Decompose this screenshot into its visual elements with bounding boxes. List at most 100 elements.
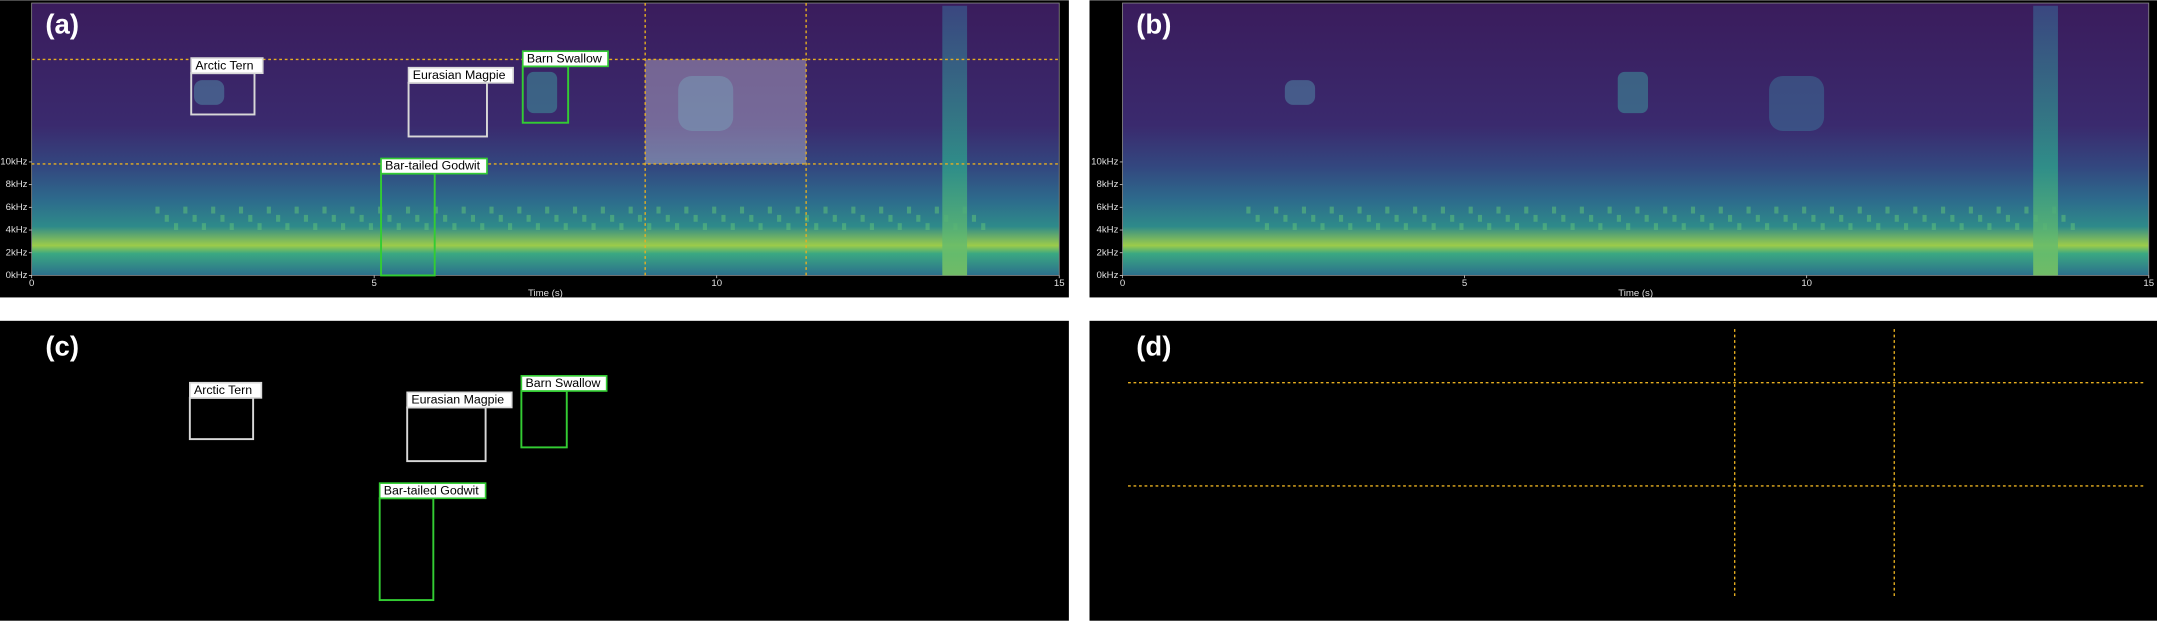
call-texture (1524, 206, 1529, 214)
call-texture (2061, 214, 2066, 222)
call-texture (183, 206, 188, 214)
call-texture (916, 214, 921, 222)
x-tick-label: 10 (1801, 278, 1812, 289)
call-texture (1644, 214, 1649, 222)
call-texture (1542, 223, 1547, 231)
call-texture (1903, 223, 1909, 231)
call-texture (545, 206, 550, 214)
call-texture (702, 223, 707, 231)
call-texture (777, 214, 782, 222)
call-texture (1394, 214, 1399, 222)
x-tick-label: 10 (711, 278, 722, 289)
call-texture (600, 206, 605, 214)
call-texture (341, 223, 346, 231)
annotation-tag (190, 57, 264, 75)
annotation-tag (520, 375, 608, 392)
call-texture (591, 223, 596, 231)
call-texture (1283, 214, 1288, 222)
y-tick-label: 6kHz (1096, 202, 1118, 213)
call-texture (563, 223, 568, 231)
call-texture (1922, 214, 1927, 222)
call-texture (1941, 206, 1946, 214)
call-texture (331, 214, 336, 222)
call-texture (749, 214, 754, 222)
x-tick-label: 0 (29, 278, 34, 289)
panel-label: (d) (1136, 331, 1171, 362)
call-texture (396, 223, 401, 231)
call-texture (1811, 214, 1816, 222)
y-tick-label: 0kHz (6, 270, 28, 281)
call-texture (1959, 223, 1964, 231)
call-texture (832, 214, 837, 222)
panel-c-bg (0, 320, 1069, 621)
call-texture (693, 214, 698, 222)
call-texture (526, 214, 531, 222)
call-texture (517, 206, 522, 214)
call-texture (628, 206, 633, 214)
call-texture (1514, 223, 1520, 231)
y-tick-label: 2kHz (6, 247, 28, 258)
call-texture (220, 214, 225, 222)
spectrogram (31, 2, 1060, 276)
bird-call (1769, 75, 1825, 131)
call-texture (174, 223, 179, 231)
panel-label: (b) (1136, 9, 1171, 40)
call-texture (1968, 206, 1973, 214)
call-texture (443, 214, 448, 222)
call-texture (1440, 206, 1445, 214)
y-tick-label: 8kHz (6, 179, 28, 190)
y-tick-label: 10kHz (0, 156, 27, 167)
annotation-label: Barn Swallow (525, 376, 600, 390)
call-texture (1857, 206, 1862, 214)
call-texture (405, 206, 411, 214)
call-texture (1626, 223, 1631, 231)
call-texture (1737, 223, 1742, 231)
annotation-label: Barn Swallow (527, 51, 602, 65)
call-texture (1653, 223, 1659, 231)
call-texture (1348, 223, 1353, 231)
call-texture (869, 223, 874, 231)
call-texture (1913, 206, 1918, 214)
call-texture (1996, 206, 2001, 214)
call-texture (461, 206, 466, 214)
call-texture (192, 214, 197, 222)
call-texture (1885, 206, 1890, 214)
call-texture (1718, 206, 1723, 214)
call-texture (415, 214, 420, 222)
call-texture (582, 214, 587, 222)
annotation-label: Eurasian Magpie (413, 68, 506, 82)
noise-burst (942, 5, 968, 276)
call-texture (1802, 206, 1807, 214)
call-texture (925, 223, 930, 231)
call-texture (211, 206, 216, 214)
call-texture (1320, 223, 1325, 231)
call-texture (1255, 214, 1260, 222)
call-texture (313, 223, 318, 231)
annotation-label: Eurasian Magpie (411, 393, 504, 407)
call-texture (1496, 206, 1501, 214)
call-texture (637, 214, 643, 222)
call-texture (1672, 214, 1677, 222)
call-texture (285, 223, 290, 231)
call-texture (1338, 214, 1344, 222)
selection (645, 59, 807, 164)
y-tick-label: 2kHz (1096, 247, 1118, 258)
panel-label: (c) (45, 331, 79, 362)
call-texture (981, 223, 986, 231)
annotation-tag (521, 50, 609, 68)
call-texture (1487, 223, 1492, 231)
call-texture (1663, 206, 1668, 214)
x-tick-label: 15 (1054, 278, 1065, 289)
call-texture (452, 223, 457, 231)
call-texture (368, 223, 373, 231)
call-texture (238, 206, 244, 214)
call-texture (1413, 206, 1418, 214)
call-texture (229, 223, 234, 231)
call-texture (860, 214, 865, 222)
call-texture (1950, 214, 1955, 222)
y-tick-label: 4kHz (1096, 225, 1118, 236)
call-texture (1681, 223, 1686, 231)
y-tick-label: 4kHz (6, 225, 28, 236)
call-texture (359, 214, 364, 222)
